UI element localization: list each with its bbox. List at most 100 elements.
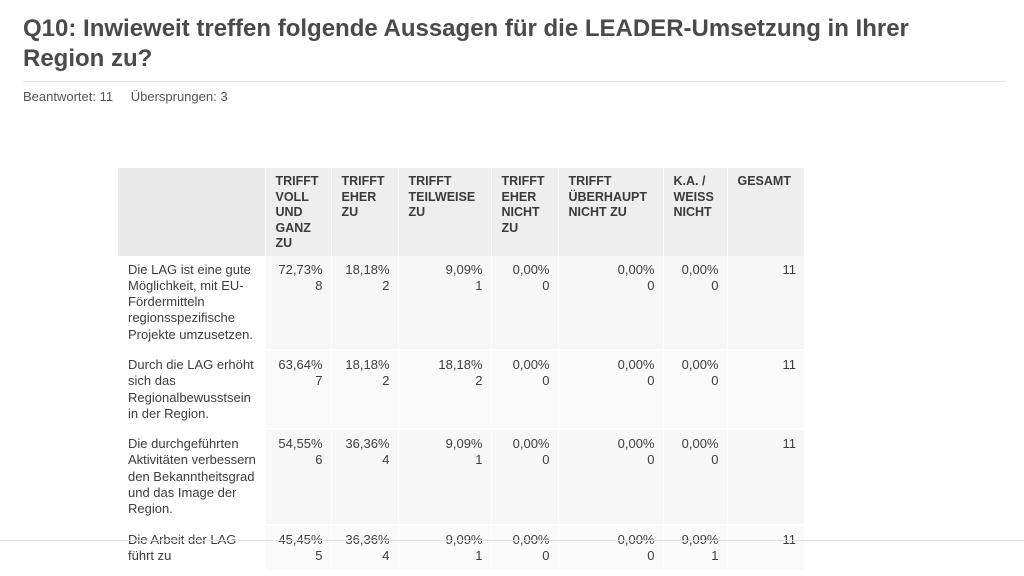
cell-percentage: 0,00% — [617, 436, 655, 452]
cell-count: 0 — [647, 547, 655, 563]
header-eher-nicht: TRIFFT EHER NICHT ZU — [491, 168, 559, 256]
result-cell: 18,18% 2 — [331, 255, 399, 351]
cell-count: 0 — [647, 373, 655, 389]
result-cell: 36,36% 4 — [331, 524, 399, 573]
header-gesamt: GESAMT — [727, 168, 804, 256]
result-cell: 18,18% 2 — [398, 349, 492, 431]
row-statement: Durch die LAG erhöht sich das Regionalbe… — [118, 349, 266, 431]
slide-footer-line — [0, 540, 1024, 541]
result-cell: 36,36% 4 — [331, 429, 399, 526]
results-table-container: TRIFFT VOLL UND GANZ ZU TRIFFT EHER ZU TRI… — [118, 168, 804, 576]
header-teilweise: TRIFFT TEILWEISE ZU — [398, 168, 492, 256]
cell-count: 1 — [475, 452, 483, 468]
header-voll-und-ganz: TRIFFT VOLL UND GANZ ZU — [265, 168, 332, 256]
cell-count: 6 — [315, 452, 323, 468]
table-row: Die Arbeit der LAG führt zu 45,45% 5 36,36%… — [118, 524, 804, 573]
cell-count: 0 — [542, 547, 550, 563]
row-total: 11 — [727, 255, 804, 351]
cell-percentage: 72,73% — [278, 261, 323, 277]
result-cell: 0,00% 0 — [558, 524, 664, 573]
table-header-row: TRIFFT VOLL UND GANZ ZU TRIFFT EHER ZU TRI… — [118, 168, 804, 256]
row-total: 11 — [727, 524, 804, 573]
cell-count: 0 — [647, 452, 655, 468]
result-cell: 54,55% 6 — [265, 429, 332, 526]
row-statement: Die durchgeführten Aktivitäten verbesser… — [118, 429, 266, 526]
cell-percentage: 0,00% — [681, 436, 719, 452]
cell-count: 7 — [315, 373, 323, 389]
results-table: TRIFFT VOLL UND GANZ ZU TRIFFT EHER ZU TRI… — [118, 168, 804, 573]
cell-percentage: 0,00% — [681, 356, 719, 372]
cell-count: 0 — [542, 277, 550, 293]
cell-percentage: 63,64% — [278, 356, 323, 372]
cell-count: 8 — [315, 277, 323, 293]
cell-count: 2 — [382, 277, 390, 293]
result-cell: 0,00% 0 — [491, 349, 559, 431]
cell-percentage: 9,09% — [445, 261, 483, 277]
result-cell: 45,45% 5 — [265, 524, 332, 573]
cell-count: 4 — [382, 452, 390, 468]
cell-percentage: 0,00% — [681, 261, 719, 277]
cell-percentage: 0,00% — [617, 261, 655, 277]
table-body: Die LAG ist eine gute Möglichkeit, mit E… — [118, 255, 804, 573]
result-cell: 0,00% 0 — [663, 255, 728, 351]
cell-count: 5 — [315, 547, 323, 563]
cell-percentage: 9,09% — [445, 531, 483, 547]
cell-percentage: 0,00% — [512, 356, 550, 372]
cell-count: 1 — [711, 547, 719, 563]
result-cell: 0,00% 0 — [491, 255, 559, 351]
result-cell: 0,00% 0 — [558, 349, 664, 431]
result-cell: 0,00% 0 — [491, 524, 559, 573]
cell-count: 0 — [711, 373, 719, 389]
cell-percentage: 9,09% — [681, 531, 719, 547]
cell-percentage: 0,00% — [617, 356, 655, 372]
cell-percentage: 0,00% — [512, 261, 550, 277]
result-cell: 9,09% 1 — [398, 524, 492, 573]
cell-percentage: 36,36% — [345, 531, 390, 547]
cell-count: 1 — [475, 547, 483, 563]
cell-count: 0 — [542, 452, 550, 468]
result-cell: 9,09% 1 — [398, 255, 492, 351]
table-row: Die durchgeführten Aktivitäten verbesser… — [118, 429, 804, 526]
row-total: 11 — [727, 429, 804, 526]
skipped-count: Übersprungen: 3 — [130, 89, 228, 104]
result-cell: 0,00% 0 — [663, 429, 728, 526]
header-eher-zu: TRIFFT EHER ZU — [331, 168, 399, 256]
cell-count: 0 — [542, 373, 550, 389]
result-cell: 0,00% 0 — [491, 429, 559, 526]
title-divider — [23, 81, 1006, 82]
result-cell: 0,00% 0 — [663, 349, 728, 431]
header-ka-weiss-nicht: K.A. / WEISS NICHT — [663, 168, 728, 256]
header-ueberhaupt-nicht: TRIFFT ÜBERHAUPT NICHT ZU — [558, 168, 664, 256]
cell-count: 0 — [711, 452, 719, 468]
result-cell: 18,18% 2 — [331, 349, 399, 431]
cell-percentage: 18,18% — [438, 356, 483, 372]
cell-percentage: 0,00% — [512, 436, 550, 452]
header-statement — [118, 168, 266, 256]
cell-percentage: 9,09% — [445, 436, 483, 452]
cell-count: 1 — [475, 277, 483, 293]
cell-percentage: 18,18% — [345, 356, 390, 372]
cell-percentage: 54,55% — [278, 436, 323, 452]
table-row: Die LAG ist eine gute Möglichkeit, mit E… — [118, 255, 804, 351]
row-statement: Die LAG ist eine gute Möglichkeit, mit E… — [118, 255, 266, 351]
cell-percentage: 18,18% — [345, 261, 390, 277]
result-cell: 72,73% 8 — [265, 255, 332, 351]
row-statement: Die Arbeit der LAG führt zu — [118, 524, 266, 573]
cell-count: 2 — [382, 373, 390, 389]
result-cell: 0,00% 0 — [558, 255, 664, 351]
cell-count: 0 — [647, 277, 655, 293]
response-stats: Beantwortet: 11 Übersprungen: 3 — [23, 89, 242, 104]
cell-count: 4 — [382, 547, 390, 563]
table-row: Durch die LAG erhöht sich das Regionalbe… — [118, 349, 804, 431]
cell-count: 0 — [711, 277, 719, 293]
cell-count: 2 — [475, 373, 483, 389]
cell-percentage: 45,45% — [278, 531, 323, 547]
result-cell: 63,64% 7 — [265, 349, 332, 431]
result-cell: 0,00% 0 — [558, 429, 664, 526]
answered-count: Beantwortet: 11 — [23, 89, 114, 104]
row-total: 11 — [727, 349, 804, 431]
result-cell: 9,09% 1 — [663, 524, 728, 573]
result-cell: 9,09% 1 — [398, 429, 492, 526]
cell-percentage: 0,00% — [512, 531, 550, 547]
cell-percentage: 36,36% — [345, 436, 390, 452]
